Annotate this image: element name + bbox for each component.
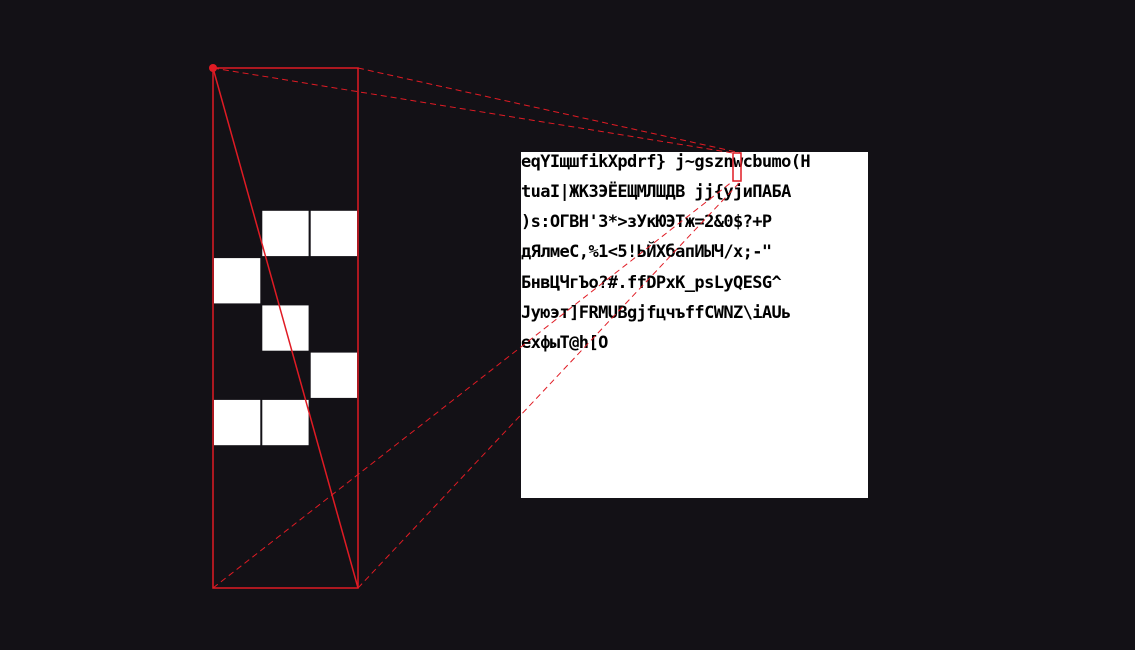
glyph-pixel-7 xyxy=(262,399,309,446)
projection-line-bottom-right xyxy=(357,180,742,589)
glyph-pixel-3 xyxy=(214,258,261,304)
zoomed-glyph-pixels xyxy=(214,210,357,446)
projection-line-bottom-left xyxy=(212,180,734,589)
atlas-row-4: дЯлмеС,%1<5!ЬЙХбапИЫЧ/x;-" xyxy=(521,242,772,262)
zoom-diagonal xyxy=(212,67,359,589)
atlas-row-7: ехфыТ@h[O xyxy=(521,333,608,353)
zoom-frame xyxy=(212,67,359,589)
glyph-pixel-6 xyxy=(214,399,261,446)
glyph-atlas-texture: eqYIщшfikXpdrf} j~gsznwcbumo(H tuaI|ЖKЗЭ… xyxy=(521,152,868,498)
atlas-row-2: tuaI|ЖKЗЭЁЕЩМЛШДВ jj{yjиПАБА xyxy=(521,182,791,202)
projection-line-top-left xyxy=(212,67,734,154)
atlas-row-1: eqYIщшfikXpdrf} j~gsznwcbumo(H xyxy=(521,152,811,172)
projection-line-top-right xyxy=(357,67,742,154)
glyph-pixel-5 xyxy=(310,352,357,398)
atlas-row-6: Jуюэт]FRMUBgjfцчъffCWNZ\iAUь xyxy=(521,303,791,323)
selected-glyph-box xyxy=(732,152,742,182)
atlas-row-5: БнвЦЧгЪо?#.ffDPxK_psLyQESG^ xyxy=(521,273,782,293)
atlas-row-3: )s:OГBH'З*>зУкЮЭТж=2&0$?+P xyxy=(521,212,772,232)
glyph-pixel-2 xyxy=(310,210,357,257)
glyph-pixel-1 xyxy=(262,210,309,257)
